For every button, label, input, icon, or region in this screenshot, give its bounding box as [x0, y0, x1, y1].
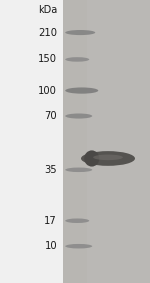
Text: 150: 150 [38, 54, 57, 65]
Text: kDa: kDa [38, 5, 57, 15]
FancyBboxPatch shape [87, 0, 150, 283]
Ellipse shape [93, 155, 123, 160]
Ellipse shape [81, 151, 135, 166]
Ellipse shape [65, 30, 95, 35]
Text: 35: 35 [44, 165, 57, 175]
Text: 210: 210 [38, 27, 57, 38]
Ellipse shape [84, 150, 99, 167]
Text: 17: 17 [44, 216, 57, 226]
Ellipse shape [65, 168, 92, 172]
Ellipse shape [65, 87, 98, 94]
Ellipse shape [65, 244, 92, 248]
FancyBboxPatch shape [63, 0, 150, 283]
Text: 100: 100 [38, 85, 57, 96]
Ellipse shape [65, 218, 89, 223]
Text: 70: 70 [44, 111, 57, 121]
Text: 10: 10 [44, 241, 57, 251]
Ellipse shape [65, 57, 89, 62]
Ellipse shape [65, 113, 92, 119]
